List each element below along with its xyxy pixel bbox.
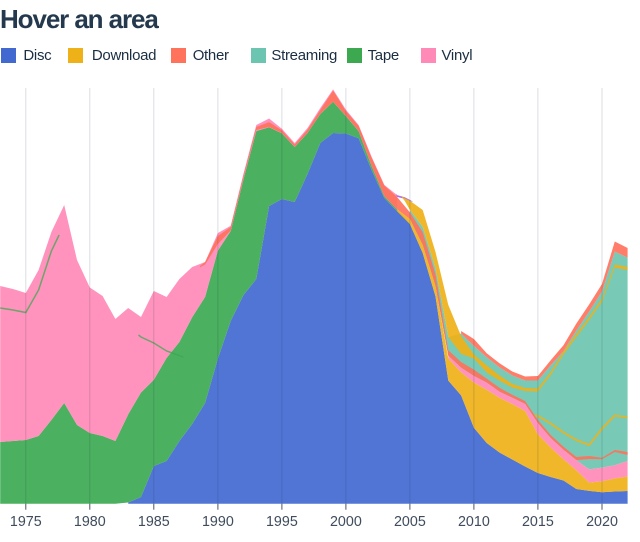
svg-text:1980: 1980 — [74, 514, 106, 530]
svg-text:2015: 2015 — [522, 514, 554, 530]
svg-text:2020: 2020 — [586, 514, 618, 530]
svg-text:2010: 2010 — [458, 514, 490, 530]
svg-text:1995: 1995 — [266, 514, 298, 530]
svg-text:1975: 1975 — [10, 514, 42, 530]
svg-text:2005: 2005 — [394, 514, 426, 530]
svg-text:1985: 1985 — [138, 514, 170, 530]
svg-text:2000: 2000 — [330, 514, 362, 530]
svg-text:1990: 1990 — [202, 514, 234, 530]
